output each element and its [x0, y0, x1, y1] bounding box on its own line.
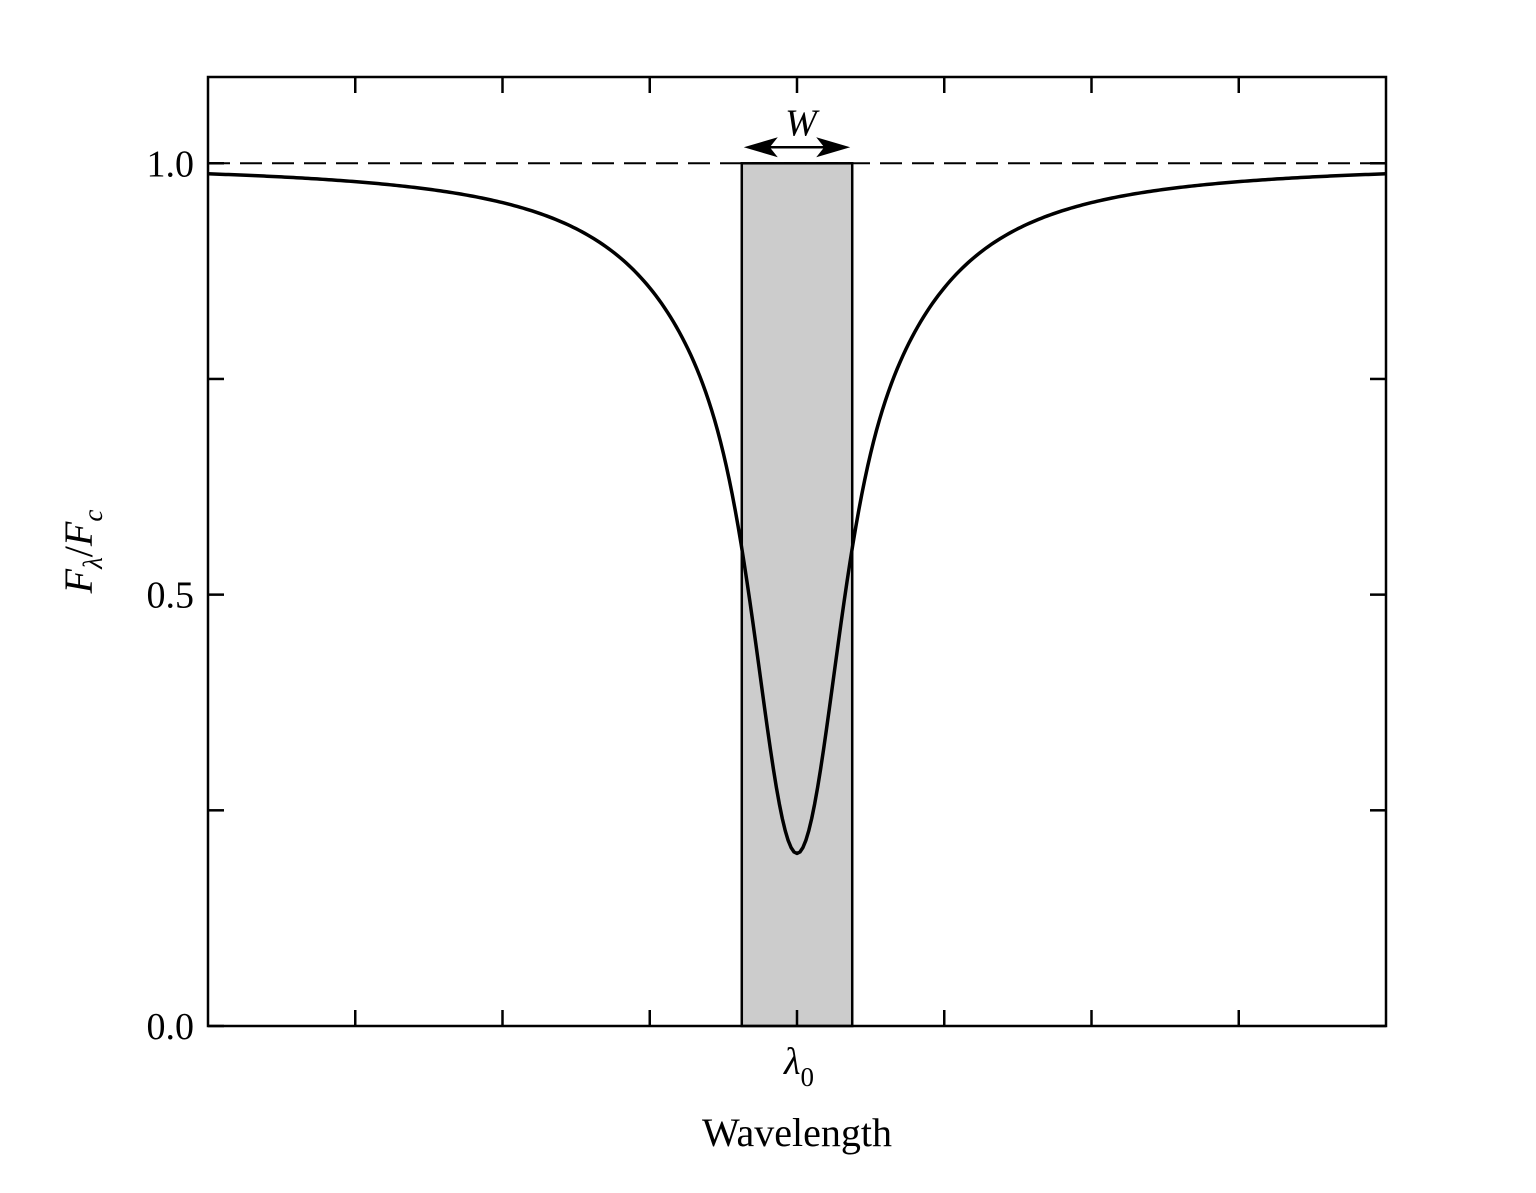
- y-tick-label: 0.5: [147, 575, 195, 617]
- line-profile-layer: [207, 172, 1387, 856]
- equivalent-width-box-layer: [740, 162, 854, 1028]
- y-label-numerator-sub: λ: [78, 557, 108, 570]
- x-center-tick-label: λ0: [783, 1041, 814, 1092]
- y-label-numerator: F: [56, 568, 101, 594]
- y-label-denominator: F: [56, 521, 101, 547]
- y-tick-label: 1.0: [147, 143, 195, 185]
- width-arrow-right-head: [816, 137, 851, 158]
- y-tick-label: 0.0: [147, 1006, 195, 1048]
- equivalent-width-box: [740, 162, 854, 1028]
- y-label-separator: /: [56, 545, 101, 557]
- tick-layer: 0.0 0.5 1.0: [147, 77, 1386, 1048]
- y-label-denominator-sub: c: [78, 510, 108, 522]
- equivalent-width-label: W: [785, 102, 820, 144]
- y-axis-label: Fλ/Fc: [56, 510, 108, 595]
- lambda-symbol: λ: [783, 1041, 800, 1083]
- width-arrow-left-head: [743, 137, 778, 158]
- x-axis-label: Wavelength: [702, 1110, 892, 1155]
- absorption-line-profile: [207, 172, 1387, 856]
- lambda-subscript: 0: [800, 1062, 814, 1092]
- annotation-layer: W: [743, 102, 851, 158]
